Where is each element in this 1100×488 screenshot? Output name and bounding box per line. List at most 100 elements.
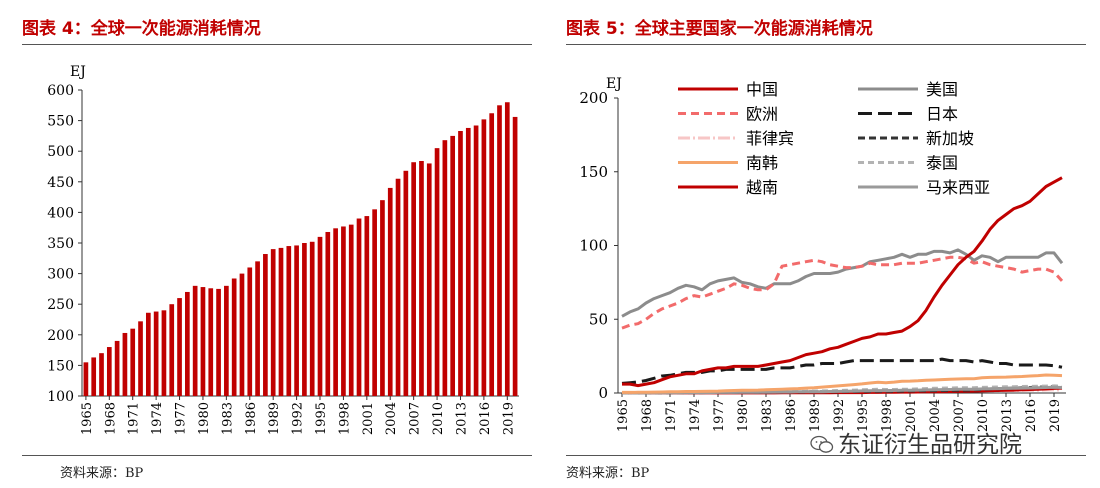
wechat-icon <box>810 435 834 453</box>
bar <box>348 224 354 396</box>
x-tick-label: 1974 <box>688 399 703 432</box>
bar <box>512 116 518 396</box>
series-line <box>622 373 1063 394</box>
bar <box>395 178 401 396</box>
y-axis-label: EJ <box>606 76 622 92</box>
y-tick-label: 450 <box>47 175 74 191</box>
bar <box>317 236 323 396</box>
x-tick-label: 1968 <box>640 399 655 432</box>
y-tick-label: 150 <box>47 358 74 374</box>
x-tick-label: 1998 <box>337 402 352 435</box>
right-line-chart: EJ 0 50 100 150 200 1965 1968 1971 1974 1977 1980 19… <box>579 76 1066 432</box>
bar <box>286 246 292 396</box>
x-tick-label: 1974 <box>150 402 165 435</box>
x-tick-label: 1971 <box>664 399 679 432</box>
right-title-rule <box>566 44 1086 45</box>
x-tick-label: 2016 <box>1024 399 1039 432</box>
bar <box>341 226 346 396</box>
bar <box>325 231 331 396</box>
bar <box>450 135 456 396</box>
bar <box>497 105 502 397</box>
y-tick-label: 50 <box>589 310 608 328</box>
x-tick-label: 2016 <box>478 402 493 435</box>
x-tick-label: 2007 <box>952 399 967 432</box>
bar <box>504 102 510 397</box>
left-source-note: 资料来源：BP <box>60 466 144 481</box>
legend-label: 泰国 <box>926 154 958 173</box>
y-tick-label: 550 <box>47 114 74 130</box>
x-tick-label: 2013 <box>454 402 469 435</box>
bar <box>91 357 97 396</box>
y-tick-label: 200 <box>579 89 608 107</box>
legend-label: 美国 <box>926 80 958 99</box>
bar <box>489 113 495 397</box>
bar <box>185 291 190 396</box>
bar <box>153 311 159 396</box>
bar <box>309 241 315 396</box>
bar <box>387 187 393 396</box>
y-axis-label: EJ <box>70 64 86 80</box>
watermark-text: 东证衍生品研究院 <box>838 432 1022 458</box>
bar <box>294 245 299 396</box>
bar <box>169 304 175 396</box>
legend-label: 日本 <box>926 105 958 124</box>
y-tick-label: 350 <box>47 236 74 252</box>
bar <box>192 285 198 396</box>
series-line <box>622 176 1063 388</box>
bar <box>247 267 253 396</box>
bar <box>434 148 440 396</box>
watermark: 东证衍生品研究院 <box>810 425 1022 459</box>
y-tick-label: 100 <box>47 389 74 405</box>
x-tick-label: 2004 <box>384 402 399 435</box>
bar <box>411 162 416 396</box>
right-source-note: 资料来源：BP <box>566 466 650 481</box>
x-tick-label: 2013 <box>1000 399 1015 432</box>
y-tick-label: 150 <box>579 163 608 181</box>
x-tick-label: 1989 <box>267 402 282 435</box>
bar <box>161 310 167 396</box>
bar <box>426 163 432 396</box>
x-tick-label: 1998 <box>880 399 895 432</box>
series-line <box>621 255 1064 330</box>
bar <box>270 249 276 396</box>
x-tick-label: 1995 <box>314 402 329 435</box>
left-bar-chart: EJ 100 150 200 250 300 350 400 450 500 550 600 1965 1… <box>47 64 519 435</box>
left-source-rule <box>22 455 532 456</box>
y-tick-label: 100 <box>579 237 608 255</box>
y-tick-label: 600 <box>47 83 74 99</box>
series-line <box>621 357 1063 385</box>
bar <box>239 273 245 396</box>
x-tick-label: 2010 <box>431 402 446 435</box>
bar <box>114 340 120 396</box>
bar <box>473 125 479 396</box>
bar <box>83 362 89 396</box>
bar <box>255 261 260 396</box>
legend-label: 新加坡 <box>926 129 974 148</box>
legend-label: 南韩 <box>746 154 778 173</box>
y-tick-label: 0 <box>598 384 608 402</box>
x-tick-label: 2019 <box>501 402 516 435</box>
legend-label: 菲律宾 <box>746 129 794 148</box>
legend-label: 越南 <box>746 178 778 197</box>
x-tick-label: 1980 <box>736 399 751 432</box>
bar <box>216 288 221 396</box>
x-tick-label: 1983 <box>760 399 775 432</box>
bar <box>208 288 214 396</box>
x-tick-label: 1989 <box>808 399 823 432</box>
x-tick-label: 1965 <box>80 402 95 435</box>
x-tick-label: 1968 <box>103 402 118 435</box>
x-tick-label: 1983 <box>220 402 235 435</box>
x-tick-label: 1992 <box>291 402 306 435</box>
bar <box>200 287 206 396</box>
bar <box>263 254 268 396</box>
bar <box>106 347 112 396</box>
x-tick-label: 1995 <box>856 399 871 432</box>
x-tick-label: 2007 <box>408 402 423 435</box>
x-tick-label: 1986 <box>244 402 259 435</box>
right-source-rule <box>566 455 1086 456</box>
y-tick-label: 400 <box>47 205 74 221</box>
bar <box>145 312 151 396</box>
bar <box>177 298 182 396</box>
x-tick-label: 2019 <box>1048 399 1063 432</box>
x-tick-label: 1980 <box>197 402 212 435</box>
